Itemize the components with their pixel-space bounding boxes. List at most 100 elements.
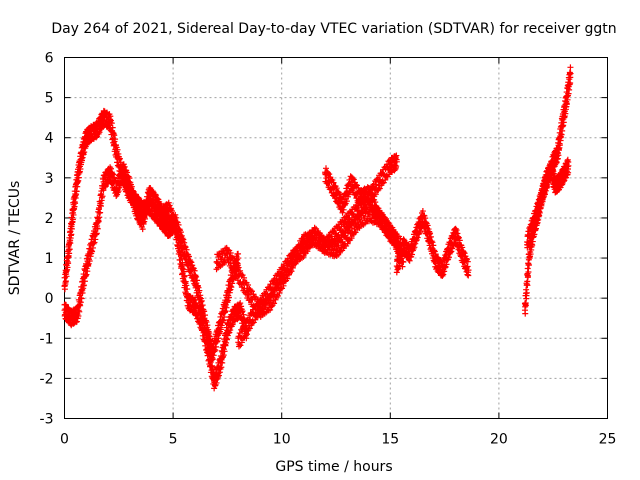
x-tick-label: 5 [169,432,178,448]
data-point [78,150,85,157]
data-point [267,287,274,294]
plot-frame [64,57,608,419]
data-point [521,307,528,314]
data-point [563,98,570,105]
y-tick-label: 6 [45,51,54,67]
y-tick-label: -2 [40,371,54,387]
data-point [100,178,107,185]
y-tick-label: 0 [45,291,54,307]
data-point [322,243,329,250]
data-point [83,134,90,141]
data-point [235,271,242,278]
data-point [237,307,244,314]
data-point [191,303,198,310]
data-point [165,206,172,213]
x-tick-label: 0 [60,432,69,448]
data-point [526,251,533,258]
data-point [458,251,465,258]
data-point [198,319,205,326]
data-point [339,202,346,209]
data-series [61,161,250,392]
data-point [139,218,146,225]
data-point [94,126,101,133]
data-point [256,303,263,310]
data-point [185,259,192,266]
data-series [393,208,472,279]
data-series [524,64,574,251]
y-tick-label: 1 [45,251,54,267]
data-point [406,251,413,258]
data-point [333,247,339,254]
data-point [217,359,224,366]
data-point [165,226,172,233]
data-point [246,319,253,326]
data-point [61,283,68,290]
data-point [224,327,231,334]
x-tick-label: 15 [381,432,399,448]
data-point [432,259,439,266]
data-point [70,206,77,213]
x-axis-label: GPS time / hours [275,459,392,475]
x-tick-label: 10 [273,432,291,448]
x-tick-label: 20 [490,432,508,448]
chart-title: Day 264 of 2021, Sidereal Day-to-day VTE… [51,21,616,37]
data-point [554,150,561,157]
data-point [300,247,307,254]
y-tick-label: 2 [45,211,54,227]
data-point [100,114,107,121]
data-point [87,247,94,254]
data-point [543,178,550,185]
data-point [65,247,72,254]
data-points [61,64,574,392]
y-tick-label: -1 [40,331,54,347]
data-point [558,122,565,129]
x-tick-labels: 0 5 10 15 20 25 [60,432,616,448]
data-point [68,315,75,322]
data-point [133,206,140,213]
data-point [387,162,394,169]
data-point [146,190,153,197]
data-point [550,158,557,165]
data-point [204,347,211,354]
data-point [211,379,218,386]
data-point [465,267,472,274]
data-point [524,239,531,246]
data-point [413,230,420,237]
data-point [426,235,433,241]
data-point [215,327,222,334]
data-point [530,218,537,225]
data-point [222,303,229,310]
data-point [393,263,400,270]
data-point [365,210,372,217]
data-point [356,194,363,201]
y-axis-label: SDTVAR / TECUs [7,181,23,296]
data-point [107,170,114,177]
data-point [400,243,407,250]
data-point [439,267,446,274]
data-point [172,222,179,229]
data-point [354,206,361,213]
data-point [561,170,568,177]
data-point [311,230,318,237]
data-point [452,230,459,237]
data-point [185,299,192,306]
data-point [565,162,572,169]
data-point [191,275,198,282]
y-tick-label: 3 [45,171,54,187]
data-point [391,235,398,241]
data-point [74,174,81,181]
data-point [246,291,253,298]
data-point [113,150,120,157]
data-point [278,271,285,278]
data-point [382,222,389,229]
data-point [537,198,544,205]
data-point [445,247,452,254]
data-point [213,259,220,266]
data-point [107,118,114,125]
data-point [552,182,559,189]
series-markers [393,208,472,279]
data-point [178,263,185,270]
data-point [354,218,361,225]
data-point [74,311,81,318]
data-point [224,251,231,258]
